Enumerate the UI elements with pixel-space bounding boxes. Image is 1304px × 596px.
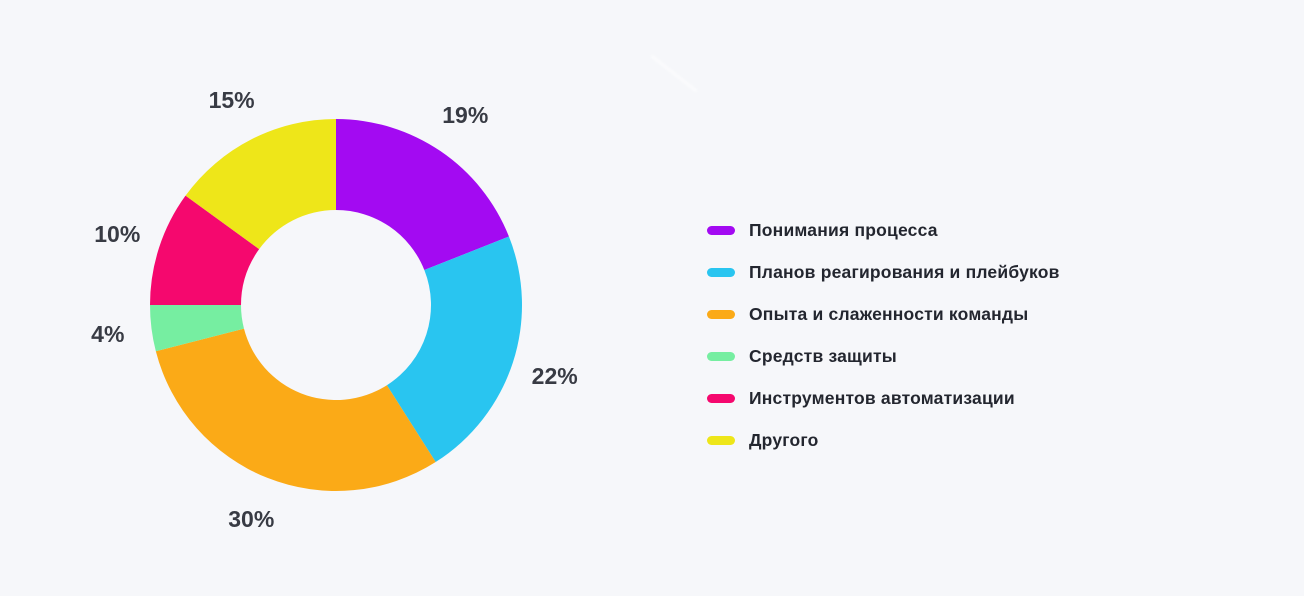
legend-swatch-5 xyxy=(707,393,735,403)
legend-swatch-6 xyxy=(707,435,735,445)
donut-segment-3 xyxy=(155,328,436,491)
segment-value-label-6: 15% xyxy=(209,87,255,113)
legend-item-2: Планов реагирования и плейбуков xyxy=(707,261,1060,283)
legend-swatch-2 xyxy=(707,267,735,277)
donut-segment-5 xyxy=(150,195,260,305)
segment-value-label-2: 22% xyxy=(532,363,578,389)
legend-label-4: Средств защиты xyxy=(749,345,897,366)
legend-item-4: Средств защиты xyxy=(707,345,1060,367)
legend-item-1: Понимания процесса xyxy=(707,219,1060,241)
legend-item-6: Другого xyxy=(707,429,1060,451)
segment-value-label-4: 4% xyxy=(91,321,124,347)
legend-label-2: Планов реагирования и плейбуков xyxy=(749,261,1060,282)
legend: Понимания процесса Планов реагирования и … xyxy=(707,219,1060,451)
segment-value-label-5: 10% xyxy=(94,221,140,247)
legend-label-5: Инструментов автоматизации xyxy=(749,387,1015,408)
donut-segment-6 xyxy=(185,119,336,250)
segment-value-label-3: 30% xyxy=(228,506,274,532)
legend-label-1: Понимания процесса xyxy=(749,219,938,240)
donut-segment-1 xyxy=(336,119,509,271)
legend-swatch-4 xyxy=(707,351,735,361)
legend-label-6: Другого xyxy=(749,429,819,450)
legend-swatch-3 xyxy=(707,309,735,319)
legend-label-3: Опыта и слаженности команды xyxy=(749,303,1029,324)
segment-value-label-1: 19% xyxy=(442,102,488,128)
legend-item-3: Опыта и слаженности команды xyxy=(707,303,1060,325)
legend-swatch-1 xyxy=(707,225,735,235)
donut-segment-4 xyxy=(150,305,244,352)
legend-item-5: Инструментов автоматизации xyxy=(707,387,1060,409)
donut-segment-2 xyxy=(386,236,522,463)
